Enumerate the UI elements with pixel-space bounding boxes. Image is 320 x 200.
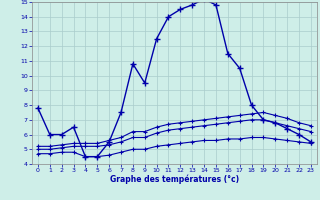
X-axis label: Graphe des températures (°c): Graphe des températures (°c) <box>110 175 239 184</box>
